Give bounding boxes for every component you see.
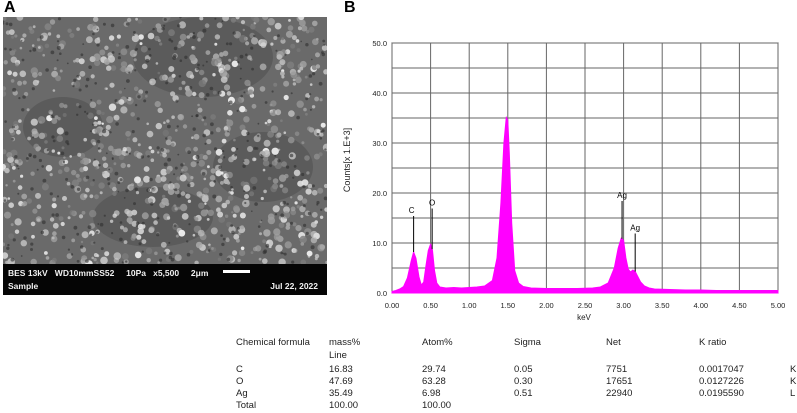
cell-mass: 16.83 (329, 364, 353, 375)
cell-mass: 35.49 (329, 388, 353, 399)
sem-working-distance: WD10mmSS52 (54, 268, 115, 278)
sem-date: Jul 22, 2022 (270, 281, 318, 291)
cell-k-ratio: 0.0195590 (699, 388, 744, 399)
cell-atom: 63.28 (422, 376, 446, 387)
x-tick-label: 5.00 (771, 301, 786, 310)
chart-grid (391, 42, 779, 294)
cell-sigma: 0.05 (514, 364, 533, 375)
cell-atom: 29.74 (422, 364, 446, 375)
eds-spectrum-chart: C O Ag Ag 0.00 0.50 1.00 1.50 2.00 2.50 3.00 3.50 4… (342, 39, 785, 322)
header-k-ratio: K ratio (699, 337, 727, 348)
cell-formula: C (236, 364, 243, 375)
sem-scale-bar (223, 270, 250, 273)
cell-sigma: 0.51 (514, 388, 533, 399)
y-tick-label: 50.0 (372, 39, 387, 48)
x-tick-label: 0.00 (385, 301, 400, 310)
cell-net: 17651 (606, 376, 633, 387)
sem-scale-label: 2μm (190, 268, 209, 278)
x-tick-label: 2.50 (578, 301, 593, 310)
sem-magnification: x5,500 (153, 268, 180, 278)
table-row: C 16.83 29.74 0.05 7751 0.0017047 K (236, 364, 797, 375)
cell-mass: 47.69 (329, 376, 353, 387)
header-net: Net (606, 337, 621, 348)
chart-annotations: C O Ag Ag (409, 191, 640, 272)
x-tick-label: 4.00 (693, 301, 708, 310)
sem-micrograph: BES 13kV WD10mmSS52 10Pa x5,500 2μm Samp… (3, 17, 327, 295)
sem-voltage: BES 13kV (8, 268, 48, 278)
cell-line: K (790, 376, 797, 387)
sem-info-line1: BES 13kV WD10mmSS52 10Pa x5,500 2μm (8, 268, 208, 278)
header-chemical-formula: Chemical formula (236, 337, 310, 348)
x-tick-label: 0.50 (423, 301, 438, 310)
peak-annotation: C (409, 206, 415, 215)
x-tick-label: 1.00 (462, 301, 477, 310)
table-total-row: Total 100.00 100.00 (236, 400, 797, 411)
cell-k-ratio: 0.0017047 (699, 364, 744, 375)
composition-table: Chemical formula mass% Atom% Sigma Net K… (236, 337, 797, 413)
cell-total-mass: 100.00 (329, 400, 359, 411)
cell-k-ratio: 0.0127226 (699, 376, 744, 387)
sem-texture (3, 17, 327, 264)
cell-formula: Ag (236, 388, 248, 399)
y-tick-label: 20.0 (372, 189, 387, 198)
header-line: Line (329, 350, 347, 361)
x-tick-label: 4.50 (732, 301, 747, 310)
table-header-row: Chemical formula mass% Atom% Sigma Net K… (236, 337, 797, 348)
panel-b-label: B (344, 0, 356, 16)
header-mass: mass% (329, 337, 361, 348)
header-sigma: Sigma (514, 337, 541, 348)
x-tick-label: 3.00 (616, 301, 631, 310)
cell-net: 7751 (606, 364, 628, 375)
table-row: O 47.69 63.28 0.30 17651 0.0127226 K (236, 376, 797, 387)
cell-sigma: 0.30 (514, 376, 533, 387)
peak-annotation: O (429, 199, 435, 208)
sem-info-bar: BES 13kV WD10mmSS52 10Pa x5,500 2μm Samp… (3, 264, 327, 295)
x-tick-label: 2.00 (539, 301, 554, 310)
peak-annotation: Ag (630, 224, 640, 233)
y-tick-label: 10.0 (372, 239, 387, 248)
y-axis-label: Counts[x 1.E+3] (342, 128, 352, 192)
peak-annotation: Ag (617, 191, 627, 200)
cell-total-atom: 100.00 (422, 400, 452, 411)
x-tick-label: 1.50 (500, 301, 515, 310)
cell-total-label: Total (236, 400, 257, 411)
spectrum-area (391, 116, 779, 294)
cell-line: K (790, 364, 797, 375)
cell-net: 22940 (606, 388, 633, 399)
table-row: Ag 35.49 6.98 0.51 22940 0.0195590 L (236, 388, 797, 399)
cell-line: L (790, 388, 796, 399)
y-tick-label: 30.0 (372, 139, 387, 148)
x-tick-label: 3.50 (655, 301, 670, 310)
chart-series (391, 116, 779, 294)
cell-formula: O (236, 376, 244, 387)
table-subheader-row: Line (236, 350, 797, 361)
x-axis-label: keV (577, 313, 591, 322)
header-atom: Atom% (422, 337, 453, 348)
y-tick-label: 40.0 (372, 89, 387, 98)
cell-atom: 6.98 (422, 388, 441, 399)
sem-sample-label: Sample (8, 281, 39, 291)
sem-pressure: 10Pa (126, 268, 146, 278)
panel-a-label: A (4, 0, 16, 16)
chart-ticks: 0.00 0.50 1.00 1.50 2.00 2.50 3.00 3.50 4.00 4.50… (372, 39, 785, 310)
y-tick-label: 0.0 (377, 289, 387, 298)
